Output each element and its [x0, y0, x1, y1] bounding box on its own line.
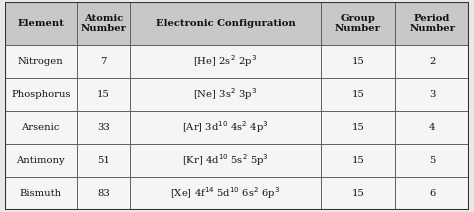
Bar — [395, 144, 469, 177]
Bar — [130, 111, 320, 144]
Bar — [320, 78, 395, 111]
Text: Electronic Configuration: Electronic Configuration — [155, 19, 295, 28]
Text: Antimony: Antimony — [17, 156, 65, 165]
Bar — [395, 78, 469, 111]
Text: 33: 33 — [97, 123, 110, 132]
Bar — [130, 45, 320, 78]
Text: Atomic
Number: Atomic Number — [81, 14, 127, 33]
Text: [Kr] 4d$^{10}$ 5s$^2$ 5p$^3$: [Kr] 4d$^{10}$ 5s$^2$ 5p$^3$ — [182, 152, 269, 168]
Text: [Xe] 4f$^{14}$ 5d$^{10}$ 6s$^2$ 6p$^3$: [Xe] 4f$^{14}$ 5d$^{10}$ 6s$^2$ 6p$^3$ — [170, 186, 281, 201]
Text: 51: 51 — [97, 156, 110, 165]
Text: Bismuth: Bismuth — [20, 189, 62, 198]
Bar — [395, 45, 469, 78]
Bar — [77, 144, 130, 177]
Bar — [77, 111, 130, 144]
Bar — [77, 78, 130, 111]
Bar — [320, 111, 395, 144]
Text: Group
Number: Group Number — [335, 14, 381, 33]
Text: [He] 2s$^2$ 2p$^3$: [He] 2s$^2$ 2p$^3$ — [193, 53, 257, 69]
Text: 5: 5 — [429, 156, 435, 165]
Bar — [130, 2, 320, 45]
Text: Phosphorus: Phosphorus — [11, 90, 71, 99]
Text: Element: Element — [18, 19, 64, 28]
Text: 15: 15 — [351, 57, 364, 66]
Text: 83: 83 — [97, 189, 110, 198]
Bar — [130, 78, 320, 111]
Text: 15: 15 — [97, 90, 110, 99]
Text: [Ne] 3s$^2$ 3p$^3$: [Ne] 3s$^2$ 3p$^3$ — [193, 86, 257, 102]
Bar — [5, 78, 77, 111]
Bar — [5, 2, 77, 45]
Text: Arsenic: Arsenic — [21, 123, 60, 132]
Bar — [395, 177, 469, 210]
Bar — [5, 45, 77, 78]
Bar — [320, 45, 395, 78]
Bar — [320, 144, 395, 177]
Text: 15: 15 — [351, 189, 364, 198]
Text: 2: 2 — [429, 57, 435, 66]
Text: 6: 6 — [429, 189, 435, 198]
Text: 7: 7 — [100, 57, 107, 66]
Text: Period
Number: Period Number — [409, 14, 455, 33]
Bar — [5, 177, 77, 210]
Bar — [395, 2, 469, 45]
Bar — [77, 45, 130, 78]
Bar — [320, 177, 395, 210]
Text: [Ar] 3d$^{10}$ 4s$^2$ 4p$^3$: [Ar] 3d$^{10}$ 4s$^2$ 4p$^3$ — [182, 119, 269, 135]
Bar — [5, 144, 77, 177]
Bar — [5, 111, 77, 144]
Text: 15: 15 — [351, 123, 364, 132]
Bar — [77, 177, 130, 210]
Text: 4: 4 — [429, 123, 435, 132]
Text: Nitrogen: Nitrogen — [18, 57, 64, 66]
Bar — [395, 111, 469, 144]
Text: 15: 15 — [351, 90, 364, 99]
Bar — [130, 144, 320, 177]
Bar — [130, 177, 320, 210]
Bar — [320, 2, 395, 45]
Text: 15: 15 — [351, 156, 364, 165]
Bar — [77, 2, 130, 45]
Text: 3: 3 — [429, 90, 435, 99]
